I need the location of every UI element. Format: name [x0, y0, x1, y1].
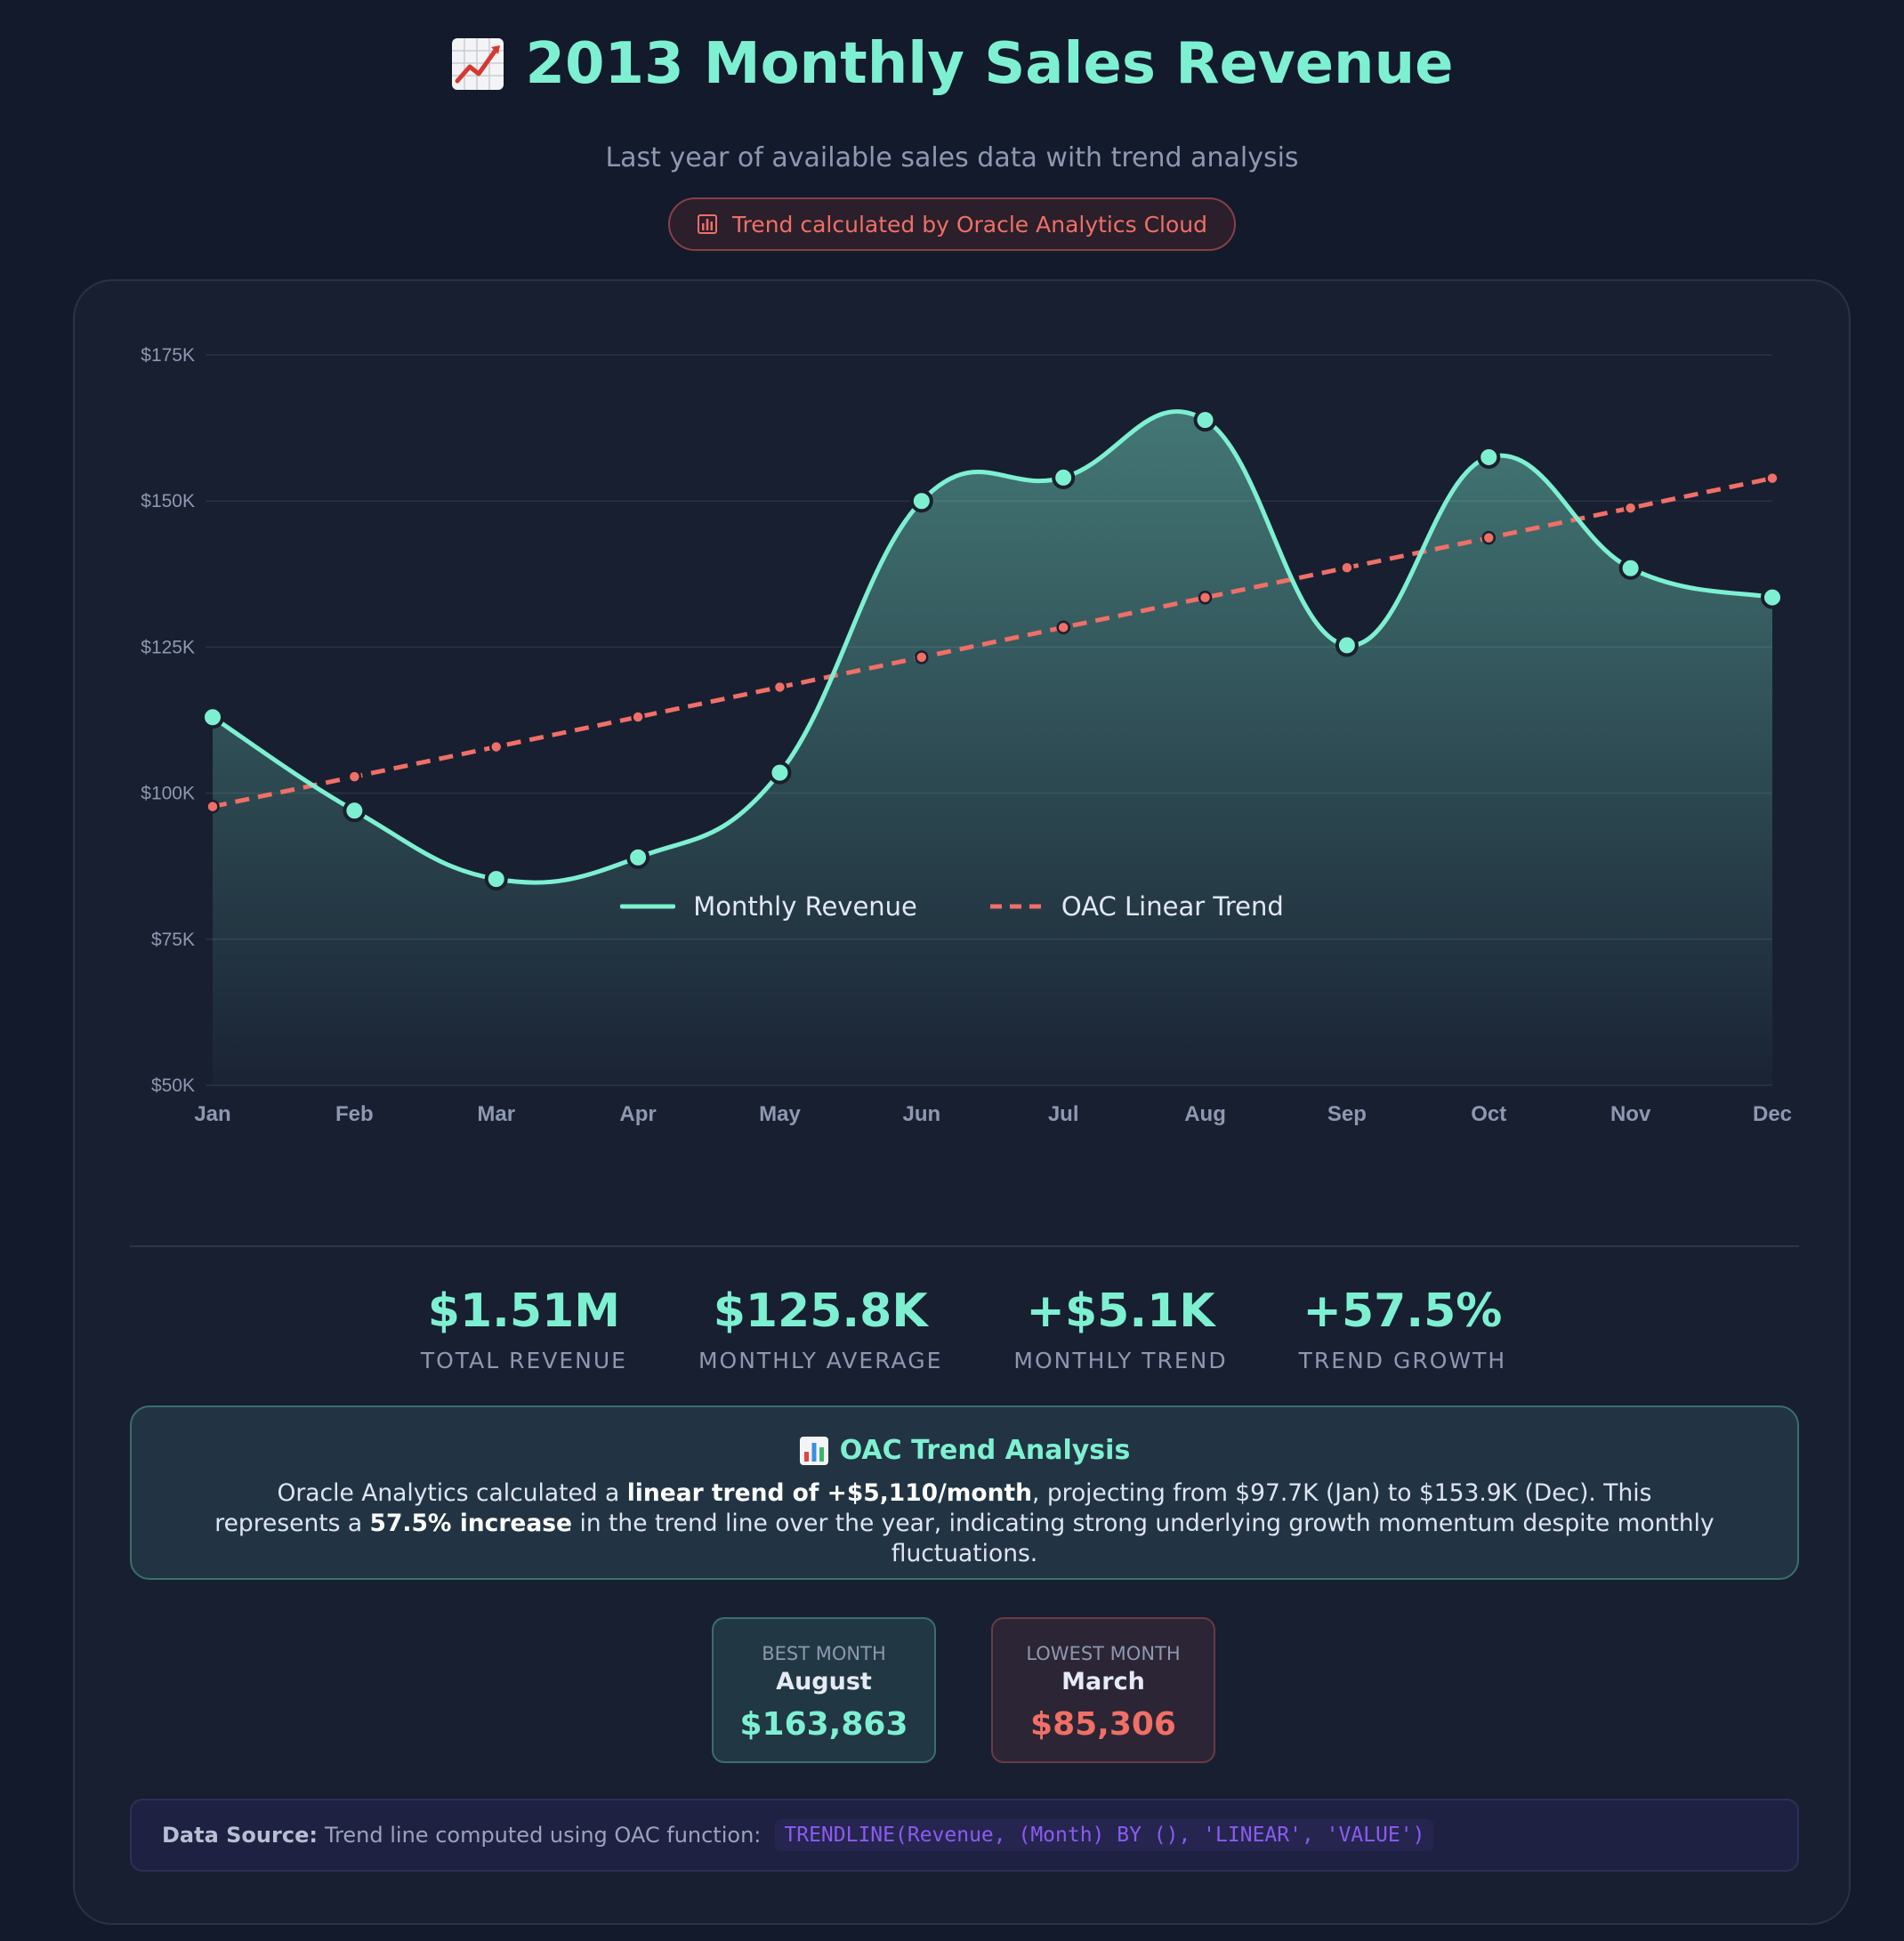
x-tick-label: Sep — [1327, 1102, 1367, 1126]
legend-item-monthly-revenue[interactable]: Monthly Revenue — [620, 891, 917, 922]
revenue-chart: $50K $75K $100K $125K $150K $175K Jan Feb Mar Apr… — [141, 345, 1792, 1126]
x-tick-label: Apr — [619, 1102, 656, 1126]
analysis-text-part: in the trend line over the year, indicat… — [572, 1510, 1714, 1567]
stat-monthly-average: $125.8K MONTHLY AVERAGE — [698, 1283, 942, 1375]
best-month-name: August — [776, 1668, 872, 1695]
page-title-text: 2013 Monthly Sales Revenue — [525, 31, 1454, 97]
trend-point — [206, 799, 220, 814]
best-month-label: BEST MONTH — [762, 1643, 886, 1664]
stat-total-revenue: $1.51M TOTAL REVENUE — [421, 1283, 627, 1375]
x-tick-label: Dec — [1753, 1102, 1792, 1126]
legend-label: OAC Linear Trend — [1061, 891, 1284, 922]
y-tick-label: $100K — [141, 784, 195, 804]
best-month-value: $163,863 — [739, 1706, 908, 1743]
x-tick-label: Jun — [902, 1102, 940, 1126]
revenue-point — [1335, 633, 1359, 657]
best-month-card: BEST MONTH August $163,863 — [712, 1617, 936, 1763]
y-tick-label: $125K — [141, 637, 195, 657]
oac-badge-text: Trend calculated by Oracle Analytics Clo… — [731, 211, 1208, 238]
y-tick-label: $175K — [141, 345, 195, 366]
chart-legend: Monthly Revenue OAC Linear Trend — [0, 891, 1904, 922]
analysis-title-text: OAC Trend Analysis — [839, 1435, 1131, 1466]
trend-point — [1056, 620, 1070, 635]
stat-monthly-trend: +$5.1K MONTHLY TREND — [1013, 1283, 1227, 1375]
trend-point — [1623, 501, 1638, 515]
revenue-point — [768, 761, 792, 785]
trend-point — [915, 650, 929, 664]
x-tick-label: May — [759, 1102, 801, 1126]
trend-analysis-panel: OAC Trend Analysis Oracle Analytics calc… — [130, 1405, 1799, 1580]
chart-card: $50K $75K $100K $125K $150K $175K Jan Feb Mar Apr… — [73, 279, 1851, 1925]
x-tick-label: Feb — [335, 1102, 374, 1126]
stat-label: TREND GROWTH — [1298, 1348, 1507, 1373]
x-tick-label: Nov — [1610, 1102, 1651, 1126]
data-source-note: Data Source: Trend line computed using O… — [130, 1799, 1799, 1872]
trend-point — [488, 739, 504, 754]
y-tick-label: $50K — [151, 1075, 195, 1096]
trend-point — [1481, 530, 1497, 545]
data-source-label: Data Source: — [162, 1823, 318, 1848]
x-tick-label: Oct — [1471, 1102, 1506, 1126]
bar-chart-icon — [697, 214, 717, 234]
stat-trend-growth: +57.5% TREND GROWTH — [1299, 1283, 1507, 1375]
page-subtitle: Last year of available sales data with t… — [605, 142, 1299, 173]
legend-item-linear-trend[interactable]: OAC Linear Trend — [988, 891, 1284, 922]
revenue-point — [1193, 408, 1217, 432]
chart-increasing-icon — [452, 38, 504, 90]
stat-label: MONTHLY AVERAGE — [698, 1348, 943, 1373]
x-tick-label: Mar — [477, 1102, 515, 1126]
trend-point — [1198, 591, 1213, 605]
trend-point — [1765, 471, 1779, 486]
trend-point — [631, 710, 645, 724]
trend-point — [347, 769, 362, 784]
analysis-highlight-trend: linear trend of +$5,110/month — [626, 1479, 1032, 1507]
stat-label: MONTHLY TREND — [1013, 1348, 1228, 1373]
stats-row: $1.51M TOTAL REVENUE $125.8K MONTHLY AVE… — [75, 1283, 1852, 1375]
trend-point — [1340, 560, 1354, 575]
revenue-point — [484, 867, 508, 891]
oac-badge: Trend calculated by Oracle Analytics Clo… — [667, 197, 1237, 251]
section-divider — [130, 1245, 1799, 1247]
extremes-row: BEST MONTH August $163,863 LOWEST MONTH … — [75, 1617, 1852, 1763]
legend-label: Monthly Revenue — [693, 891, 917, 922]
lowest-month-value: $85,306 — [1030, 1706, 1176, 1743]
y-tick-label: $150K — [141, 491, 195, 511]
data-source-text: Trend line computed using OAC function: — [324, 1823, 762, 1848]
x-tick-label: Jul — [1048, 1102, 1079, 1126]
analysis-text-part: , projecting from $97.7K (Jan) to $153.9… — [214, 1479, 1652, 1537]
revenue-point — [1761, 585, 1784, 609]
analysis-highlight-increase: 57.5% increase — [369, 1510, 573, 1537]
analysis-text: Oracle Analytics calculated a linear tre… — [132, 1478, 1797, 1569]
x-tick-label: Aug — [1184, 1102, 1226, 1126]
revenue-area — [213, 411, 1772, 1086]
x-tick-label: Jan — [194, 1102, 230, 1126]
stat-value: $1.51M — [427, 1285, 620, 1338]
legend-swatch-solid — [620, 904, 676, 909]
page-title: 2013 Monthly Sales Revenue — [0, 28, 1904, 100]
lowest-month-card: LOWEST MONTH March $85,306 — [991, 1617, 1215, 1763]
stat-value: +57.5% — [1303, 1285, 1503, 1338]
analysis-text-part: Oracle Analytics calculated a — [277, 1479, 627, 1507]
y-tick-label: $75K — [151, 930, 195, 950]
bar-chart-icon — [799, 1437, 828, 1465]
revenue-point — [1052, 465, 1076, 489]
legend-swatch-dashed — [989, 904, 1042, 909]
chart-area: $50K $75K $100K $125K $150K $175K Jan Feb Mar Apr… — [75, 281, 1852, 1260]
page-header: 2013 Monthly Sales Revenue Last year of … — [0, 0, 1904, 251]
revenue-point — [343, 799, 367, 823]
revenue-point — [909, 489, 933, 513]
stat-label: TOTAL REVENUE — [420, 1348, 627, 1373]
revenue-point — [1477, 445, 1501, 469]
stat-value: $125.8K — [713, 1285, 928, 1338]
analysis-title: OAC Trend Analysis — [132, 1434, 1797, 1468]
revenue-point — [1618, 556, 1642, 580]
lowest-month-name: March — [1061, 1668, 1145, 1695]
revenue-point — [201, 705, 224, 729]
trend-line — [212, 476, 1773, 809]
trend-point — [772, 680, 787, 695]
revenue-point — [626, 845, 650, 869]
stat-value: +$5.1K — [1026, 1285, 1215, 1338]
lowest-month-label: LOWEST MONTH — [1026, 1643, 1181, 1664]
trendline-code: TRENDLINE(Revenue, (Month) BY (), 'LINEA… — [775, 1819, 1434, 1851]
